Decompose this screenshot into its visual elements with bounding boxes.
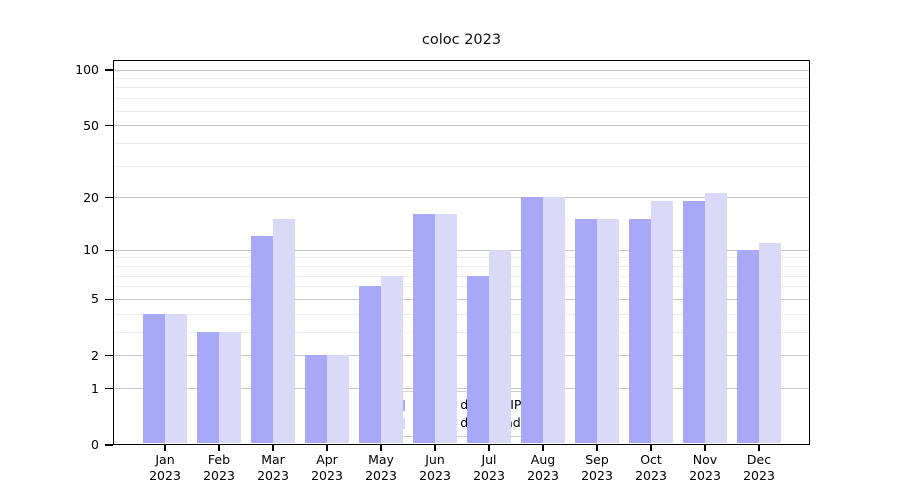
x-tick-mark-jul (488, 445, 490, 451)
gridline-major-5 (114, 298, 809, 300)
gridline-minor-90 (114, 78, 809, 79)
x-tick-mark-oct (650, 445, 652, 451)
x-tick-mark-mar (272, 445, 274, 451)
bar-sep-distinct-ips (574, 219, 597, 443)
bar-jan-downloads (164, 313, 187, 443)
x-tick-mark-jan (164, 445, 166, 451)
bar-oct-distinct-ips (628, 219, 651, 443)
x-tick-label-dec: Dec 2023 (743, 452, 775, 483)
x-tick-label-jan: Jan 2023 (149, 452, 181, 483)
y-tick-label-10: 10 (83, 242, 99, 258)
y-tick-label-50: 50 (83, 117, 99, 133)
legend-item-distinct-ips: Nb of distinct IPs (385, 398, 539, 412)
x-tick-mark-dec (758, 445, 760, 451)
gridline-minor-7 (114, 275, 809, 277)
chart-title: coloc 2023 (421, 32, 502, 48)
gridline-minor-9 (114, 257, 809, 259)
y-tick-mark-20 (105, 197, 113, 199)
gridline-major-10 (114, 249, 809, 251)
y-tick-label-20: 20 (83, 189, 99, 205)
bar-jul-distinct-ips (466, 275, 489, 443)
bar-dec-downloads (758, 242, 781, 443)
x-tick-label-may: May 2023 (365, 452, 397, 483)
x-tick-label-oct: Oct 2023 (635, 452, 667, 483)
gridline-major-20 (114, 197, 809, 199)
x-tick-label-aug: Aug 2023 (527, 452, 559, 483)
gridline-minor-80 (114, 87, 809, 89)
y-tick-mark-0 (105, 444, 113, 446)
x-tick-mark-aug (542, 445, 544, 451)
bar-apr-distinct-ips (304, 355, 327, 443)
gridline-major-1 (114, 388, 809, 390)
x-tick-label-apr: Apr 2023 (311, 452, 343, 483)
gridline-minor-30 (114, 165, 809, 167)
y-tick-label-100: 100 (75, 62, 99, 77)
bar-mar-distinct-ips (250, 236, 273, 443)
gridline-minor-60 (114, 110, 809, 112)
x-tick-label-jun: Jun 2023 (419, 452, 451, 483)
gridline-minor-4 (114, 313, 809, 315)
gridline-minor-3 (114, 331, 809, 333)
x-tick-label-feb: Feb 2023 (203, 452, 235, 483)
x-tick-mark-sep (596, 445, 598, 451)
bar-nov-distinct-ips (682, 201, 705, 443)
bar-dec-distinct-ips (736, 249, 759, 443)
bar-jul-downloads (488, 249, 511, 443)
y-tick-mark-5 (105, 298, 113, 301)
y-tick-mark-50 (105, 124, 113, 127)
x-tick-label-jul: Jul 2023 (473, 452, 505, 483)
bar-sep-downloads (596, 219, 619, 443)
bar-mar-downloads (272, 219, 295, 443)
y-tick-mark-100 (105, 69, 113, 71)
y-tick-label-2: 2 (91, 347, 99, 363)
bar-apr-downloads (326, 355, 349, 443)
y-tick-label-0: 0 (91, 437, 99, 452)
bar-oct-downloads (650, 201, 673, 443)
gridline-minor-6 (114, 286, 809, 288)
gridline-minor-40 (114, 142, 809, 144)
gridline-major-50 (114, 125, 809, 126)
bar-jan-distinct-ips (142, 313, 165, 443)
bar-may-distinct-ips (358, 286, 381, 443)
gridline-minor-70 (114, 98, 809, 100)
y-tick-label-1: 1 (91, 380, 99, 396)
bar-aug-distinct-ips (520, 197, 543, 443)
x-tick-mark-feb (218, 445, 220, 451)
gridline-major-2 (114, 355, 809, 357)
x-tick-label-mar: Mar 2023 (257, 452, 289, 483)
x-tick-mark-nov (704, 445, 706, 451)
y-tick-mark-10 (105, 249, 113, 251)
x-tick-mark-may (380, 445, 382, 451)
legend-item-downloads: Nb of downloads (385, 416, 539, 430)
plot-area: Nb of distinct IPs Nb of downloads (113, 60, 810, 445)
x-tick-label-nov: Nov 2023 (689, 452, 721, 483)
y-tick-mark-2 (105, 355, 113, 357)
bar-jun-downloads (434, 214, 457, 443)
bar-nov-downloads (704, 193, 727, 443)
bar-feb-downloads (218, 331, 241, 443)
x-tick-mark-jun (434, 445, 436, 451)
bar-feb-distinct-ips (196, 331, 219, 443)
y-tick-mark-1 (105, 388, 113, 390)
bar-jun-distinct-ips (412, 214, 435, 443)
x-tick-mark-apr (326, 445, 328, 451)
bar-aug-downloads (542, 197, 565, 443)
y-tick-label-5: 5 (91, 291, 99, 307)
gridline-major-100 (114, 69, 809, 71)
gridline-minor-8 (114, 266, 809, 267)
x-tick-label-sep: Sep 2023 (581, 452, 613, 483)
bar-may-downloads (380, 275, 403, 443)
